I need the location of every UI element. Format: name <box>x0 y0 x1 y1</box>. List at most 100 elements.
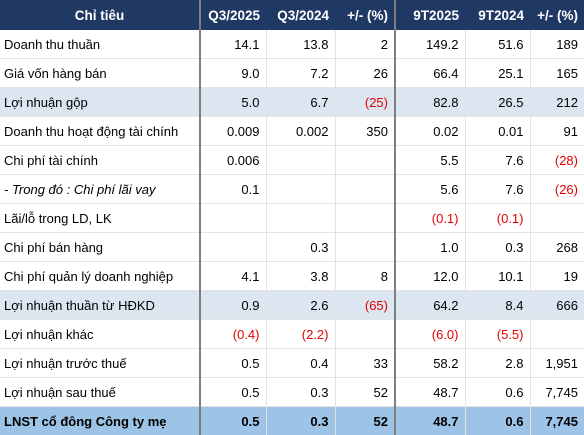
empty-cell <box>266 146 335 175</box>
empty-cell <box>335 175 395 204</box>
value-cell: 33 <box>335 349 395 378</box>
value-cell: 51.6 <box>465 30 530 59</box>
value-cell: 26 <box>335 59 395 88</box>
value-cell: 5.0 <box>200 88 266 117</box>
value-cell: 58.2 <box>395 349 465 378</box>
value-cell: (25) <box>335 88 395 117</box>
row-label: Lợi nhuận gộp <box>0 88 200 117</box>
row-label: - Trong đó : Chi phí lãi vay <box>0 175 200 204</box>
value-cell: 26.5 <box>465 88 530 117</box>
empty-cell <box>335 320 395 349</box>
table-row: Lợi nhuận khác(0.4)(2.2) (6.0)(5.5) <box>0 320 584 349</box>
value-cell: 52 <box>335 407 395 435</box>
value-cell: 7.2 <box>266 59 335 88</box>
value-cell: (26) <box>530 175 584 204</box>
value-cell: 7,745 <box>530 378 584 407</box>
value-cell: 19 <box>530 262 584 291</box>
value-cell: 212 <box>530 88 584 117</box>
empty-cell <box>335 146 395 175</box>
value-cell: 0.6 <box>465 378 530 407</box>
value-cell: 91 <box>530 117 584 146</box>
value-cell: 0.5 <box>200 378 266 407</box>
value-cell: (5.5) <box>465 320 530 349</box>
value-cell: 5.5 <box>395 146 465 175</box>
row-label: Lãi/lỗ trong LD, LK <box>0 204 200 233</box>
empty-cell <box>530 320 584 349</box>
table-row: Lãi/lỗ trong LD, LK(0.1)(0.1) <box>0 204 584 233</box>
value-cell: 6.7 <box>266 88 335 117</box>
body: {"table": { "header": ["Chỉ tiêu", "Q3/2… <box>0 0 584 422</box>
value-cell: 4.1 <box>200 262 266 291</box>
value-cell: (28) <box>530 146 584 175</box>
value-cell: 7.6 <box>465 146 530 175</box>
header-cell: Chỉ tiêu <box>0 0 200 30</box>
value-cell: (0.1) <box>395 204 465 233</box>
row-label: Doanh thu thuần <box>0 30 200 59</box>
value-cell: 0.002 <box>266 117 335 146</box>
value-cell: 2 <box>335 30 395 59</box>
empty-cell <box>200 233 266 262</box>
row-label: Lợi nhuận sau thuế <box>0 378 200 407</box>
value-cell: 149.2 <box>395 30 465 59</box>
value-cell: 1.0 <box>395 233 465 262</box>
row-label: Chi phí bán hàng <box>0 233 200 262</box>
value-cell: 13.8 <box>266 30 335 59</box>
value-cell: 0.3 <box>266 233 335 262</box>
value-cell: 189 <box>530 30 584 59</box>
value-cell: 0.02 <box>395 117 465 146</box>
value-cell: 0.3 <box>266 378 335 407</box>
value-cell: 165 <box>530 59 584 88</box>
value-cell: 5.6 <box>395 175 465 204</box>
empty-cell <box>200 204 266 233</box>
row-label: Chi phí quản lý doanh nghiệp <box>0 262 200 291</box>
value-cell: 48.7 <box>395 407 465 435</box>
value-cell: (2.2) <box>266 320 335 349</box>
empty-cell <box>335 233 395 262</box>
value-cell: (0.4) <box>200 320 266 349</box>
value-cell: 0.006 <box>200 146 266 175</box>
value-cell: 7.6 <box>465 175 530 204</box>
row-label: Giá vốn hàng bán <box>0 59 200 88</box>
header-cell: Q3/2024 <box>266 0 335 30</box>
row-label: Lợi nhuận thuần từ HĐKD <box>0 291 200 320</box>
value-cell: 268 <box>530 233 584 262</box>
empty-cell <box>530 204 584 233</box>
row-label: Chi phí tài chính <box>0 146 200 175</box>
value-cell: 8.4 <box>465 291 530 320</box>
value-cell: 0.01 <box>465 117 530 146</box>
value-cell: 0.3 <box>266 407 335 435</box>
value-cell: 350 <box>335 117 395 146</box>
row-label: Lợi nhuận khác <box>0 320 200 349</box>
header-cell: +/- (%) <box>335 0 395 30</box>
value-cell: (65) <box>335 291 395 320</box>
empty-cell <box>266 204 335 233</box>
value-cell: 64.2 <box>395 291 465 320</box>
value-cell: 0.6 <box>465 407 530 435</box>
value-cell: 82.8 <box>395 88 465 117</box>
value-cell: 0.9 <box>200 291 266 320</box>
value-cell: (6.0) <box>395 320 465 349</box>
row-label: LNST cổ đông Công ty mẹ <box>0 407 200 435</box>
empty-cell <box>266 175 335 204</box>
value-cell: 0.5 <box>200 349 266 378</box>
value-cell: 25.1 <box>465 59 530 88</box>
value-cell: 10.1 <box>465 262 530 291</box>
value-cell: 0.1 <box>200 175 266 204</box>
value-cell: 8 <box>335 262 395 291</box>
value-cell: 0.3 <box>465 233 530 262</box>
header-cell: +/- (%) <box>530 0 584 30</box>
row-label: Lợi nhuận trước thuế <box>0 349 200 378</box>
value-cell: 52 <box>335 378 395 407</box>
value-cell: 666 <box>530 291 584 320</box>
header-cell: 9T2024 <box>465 0 530 30</box>
